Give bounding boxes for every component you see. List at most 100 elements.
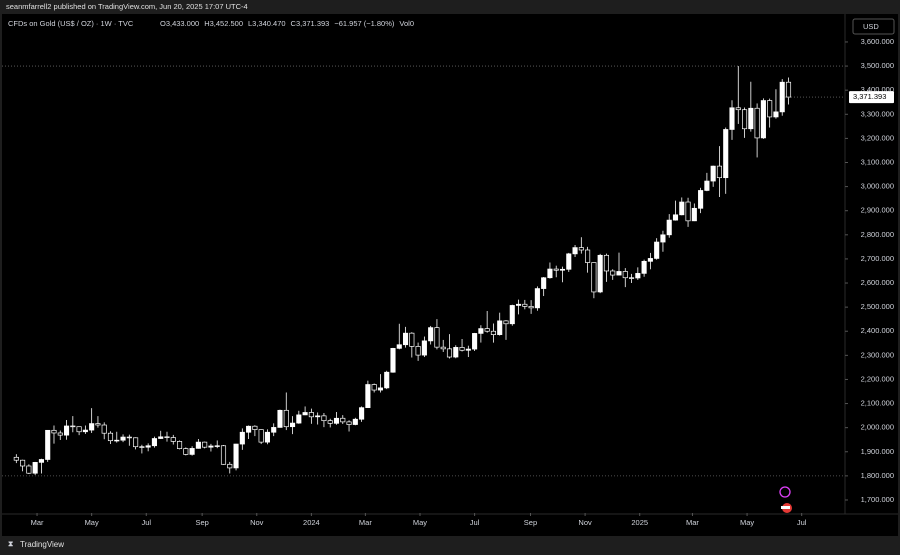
- candle-body: [133, 437, 139, 448]
- candle-body: [315, 415, 321, 418]
- candle-body: [647, 258, 653, 262]
- x-tick-label: Jul: [797, 518, 807, 527]
- candle-body: [296, 414, 302, 424]
- candle-body: [654, 241, 660, 259]
- candle-body: [20, 459, 26, 467]
- candle-body: [384, 371, 390, 389]
- candle-body: [559, 268, 566, 271]
- candle-body: [610, 270, 616, 276]
- candle-body: [233, 443, 239, 469]
- candle-body: [13, 456, 19, 461]
- candle-body: [390, 348, 396, 373]
- candle-body: [509, 305, 515, 325]
- candle-body: [723, 129, 729, 179]
- candle-body: [170, 437, 176, 442]
- candle-body: [528, 306, 534, 309]
- candle-body: [114, 439, 120, 442]
- candle-body: [57, 432, 63, 436]
- candle-body: [672, 214, 679, 221]
- candle-body: [76, 426, 82, 433]
- candle-body: [490, 330, 496, 335]
- candle-body: [459, 347, 465, 351]
- candle-body: [176, 441, 183, 449]
- legend-item: H3,452.500: [204, 19, 243, 28]
- x-tick-label: 2024: [303, 518, 320, 527]
- candle-body: [189, 448, 195, 455]
- candle-body: [202, 441, 208, 448]
- candle-body: [227, 463, 233, 469]
- candle-body: [522, 303, 528, 307]
- y-tick-label: 3,000.000: [861, 182, 894, 191]
- legend-item: Vol0: [399, 19, 414, 28]
- last-price-label: 3,371.393: [853, 92, 886, 101]
- x-tick-label: 2025: [631, 518, 648, 527]
- x-tick-label: Nov: [578, 518, 592, 527]
- candle-body: [421, 340, 427, 356]
- candle-body: [195, 441, 201, 449]
- candle-body: [101, 424, 107, 434]
- event-icon[interactable]: [779, 486, 791, 498]
- candle-body: [629, 277, 635, 279]
- legend-item: −61.957 (−1.80%): [334, 19, 395, 28]
- candle-body: [698, 190, 704, 209]
- candle-body: [785, 81, 792, 98]
- candle-body: [478, 328, 484, 334]
- candle-body: [126, 436, 132, 439]
- logo-mark: ⧗: [8, 539, 14, 548]
- candle-body: [754, 107, 760, 139]
- candle-body: [45, 429, 51, 460]
- candle-body: [377, 387, 383, 391]
- event-icon: [781, 506, 790, 509]
- x-tick-label: Mar: [31, 518, 44, 527]
- candle-body: [95, 423, 101, 426]
- symbol: CFDs on Gold (US$ / OZ) · 1W · TVC: [8, 19, 134, 28]
- x-tick-label: Nov: [250, 518, 264, 527]
- candle-body: [239, 431, 245, 445]
- candle-body: [51, 429, 57, 434]
- candle-body: [158, 436, 164, 439]
- candle-body: [679, 201, 685, 216]
- candle-body: [497, 320, 503, 335]
- candle-body: [440, 346, 446, 350]
- x-tick-label: May: [413, 518, 427, 527]
- candle-body: [208, 445, 214, 448]
- candle-body: [742, 109, 748, 130]
- candle-body: [346, 421, 352, 425]
- candle-body: [340, 417, 346, 423]
- candle-body: [264, 431, 270, 443]
- y-tick-label: 2,100.000: [861, 399, 894, 408]
- candle-body: [704, 180, 710, 191]
- candle-body: [779, 81, 785, 113]
- candle-body: [666, 219, 672, 236]
- candle-body: [547, 268, 553, 279]
- candle-body: [409, 332, 415, 347]
- x-tick-label: Mar: [359, 518, 372, 527]
- candle-body: [308, 412, 314, 418]
- candle-body: [402, 332, 409, 346]
- currency-box[interactable]: [852, 18, 895, 35]
- y-tick-label: 3,100.000: [861, 157, 894, 166]
- y-tick-label: 2,900.000: [861, 206, 894, 215]
- candle-body: [685, 201, 691, 222]
- y-tick-label: 3,200.000: [861, 133, 894, 142]
- candle-body: [484, 328, 490, 332]
- candle-body: [258, 429, 264, 443]
- candle-body: [352, 418, 358, 425]
- y-tick-label: 1,700.000: [861, 495, 894, 504]
- x-tick-label: May: [740, 518, 754, 527]
- candle-body: [578, 247, 584, 251]
- candle-body: [89, 423, 95, 431]
- candle-body: [616, 271, 622, 276]
- candle-body: [691, 207, 697, 222]
- candle-body: [415, 346, 421, 356]
- currency[interactable]: USD: [863, 22, 879, 31]
- candle-body: [145, 445, 151, 448]
- y-tick-label: 2,600.000: [861, 278, 894, 287]
- y-tick-label: 2,000.000: [861, 423, 894, 432]
- candle-body: [183, 448, 189, 455]
- x-tick-label: Jul: [141, 518, 151, 527]
- candle-body: [327, 420, 333, 424]
- candle-body: [151, 438, 157, 447]
- candle-body: [139, 446, 145, 448]
